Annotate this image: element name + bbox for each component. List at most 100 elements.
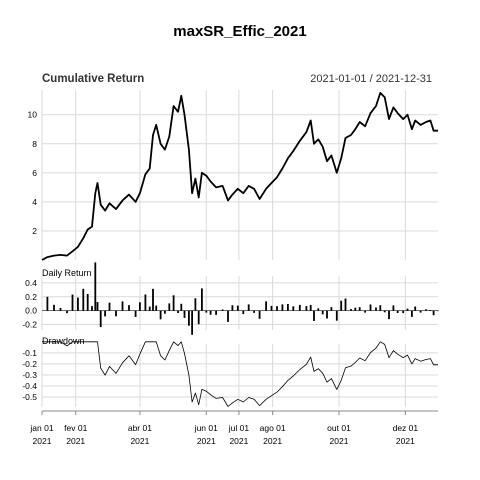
daily-return-bar [221,309,224,311]
daily-return-bar [180,303,183,311]
daily-return-bar [86,294,89,311]
x-tick-label: fev 01 [64,423,87,433]
x-tick-label: jan 01 [29,423,53,433]
y-tick-label: 0.0 [25,306,37,316]
daily-return-bar [59,308,62,311]
y-tick-label: 4 [32,197,37,207]
daily-return-bar [152,288,154,311]
y-tick-label: -0.2 [22,319,37,329]
daily-return-bar [406,308,409,311]
daily-return-bar [183,310,186,318]
drawdown-label: Drawdown [42,336,85,346]
daily-return-bar [265,301,267,311]
daily-return-bar [96,302,99,311]
x-tick-label: abr 01 [128,423,152,433]
daily-return-bar [46,296,49,311]
daily-return-bar [128,305,130,311]
daily-return-bar [215,310,217,315]
chart-title: maxSR_Effic_2021 [173,23,306,40]
daily-return-label: Daily Return [42,268,92,278]
x-tick-label: jun 01 [194,423,218,433]
x-tick-label: ago 01 [260,423,286,433]
x-axis: jan 01 2021 fev 01 2021 abr 01 2021 jun 01 2021… [29,410,438,446]
daily-return-bar [94,262,97,311]
y-tick-label: 6 [32,168,37,178]
daily-return-bar [270,305,273,311]
drawdown-panel: Drawdown -0.1-0.2-0.3-0.4-0.5 [22,336,438,407]
x-tick-year: 2021 [33,436,52,446]
daily-return-bar [177,310,179,313]
cumulative-return-panel: Cumulative Return 2021-01-01 / 2021-12-3… [28,73,438,261]
daily-return-bar [104,310,106,317]
daily-return-bar [99,310,102,328]
daily-return-bar [201,288,203,311]
drawdown-line [42,341,438,407]
y-tick-label: -0.5 [22,392,37,402]
daily-return-bar [313,310,315,321]
daily-return-bar [236,305,239,311]
daily-return-bar [276,306,278,311]
daily-return-bar [247,304,250,311]
daily-return-bar [258,310,261,319]
daily-return-bar [414,306,417,311]
daily-return-bar [292,306,295,311]
daily-return-bar [148,306,151,311]
daily-return-bar [164,310,166,314]
x-tick-label: out 01 [327,423,351,433]
daily-return-bar [411,310,413,317]
y-tick-label: 0.2 [25,292,37,302]
x-tick-year: 2021 [229,436,248,446]
y-tick-label: -0.1 [22,348,37,358]
daily-return-bar [364,310,366,313]
daily-return-bar [139,302,141,311]
x-tick-year: 2021 [330,436,349,446]
daily-return-bar [392,305,395,311]
y-tick-label: -0.2 [22,359,37,369]
daily-return-bar [309,305,312,311]
x-tick-year: 2021 [396,436,415,446]
daily-return-bar [121,301,124,311]
daily-return-bar [429,310,432,311]
daily-return-bar [227,310,229,322]
daily-return-bar [350,309,352,311]
x-tick-year: 2021 [197,436,216,446]
y-tick-label: -0.4 [22,381,37,391]
daily-return-bar [388,310,390,320]
daily-return-bar [191,310,193,335]
y-tick-label: 8 [32,139,37,149]
daily-return-bar [205,310,208,313]
daily-return-bar [375,307,377,311]
y-tick-label: 10 [28,110,38,120]
y-tick-label: 2 [32,226,37,236]
x-tick-year: 2021 [66,436,85,446]
daily-return-bar [432,310,435,316]
daily-return-bar [209,310,212,315]
daily-return-bar [305,306,308,311]
daily-return-bar [396,310,399,313]
daily-return-bar [354,307,357,311]
daily-return-bar [91,306,93,311]
daily-return-bar [197,310,200,325]
daily-return-bar [335,310,338,321]
daily-return-bar [358,307,361,311]
cumulative-return-line [41,92,438,261]
x-tick-label: dez 01 [393,423,419,433]
daily-return-bar [188,310,190,326]
daily-return-bar [287,304,289,311]
daily-return-bar [330,307,333,311]
daily-return-bar [425,309,427,311]
date-range-label: 2021-01-01 / 2021-12-31 [310,73,432,85]
daily-return-bar [194,298,197,311]
y-tick-label: -0.3 [22,370,37,380]
daily-return-bar [172,295,175,311]
daily-return-bar [231,305,234,311]
daily-return-bar [419,310,422,313]
x-tick-label: jul 01 [228,423,250,433]
y-tick-label: 0.4 [25,278,37,288]
daily-return-bar [71,294,74,311]
daily-return-bar [159,310,162,320]
daily-return-bar [134,310,137,317]
daily-return-bar [326,310,328,319]
daily-return-bar [402,310,405,314]
